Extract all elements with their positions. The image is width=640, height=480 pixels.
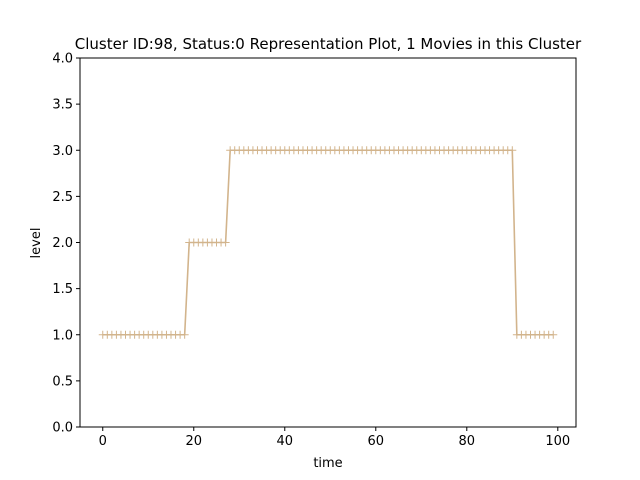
y-tick-label: 0.0	[52, 421, 73, 436]
y-tick-label: 1.0	[52, 328, 73, 343]
data-point-marker	[508, 146, 517, 155]
y-axis-label: level	[29, 228, 44, 259]
x-axis-label: time	[313, 456, 342, 471]
x-tick-label: 100	[545, 434, 570, 449]
x-tick-label: 60	[368, 434, 385, 449]
marks-layer	[98, 146, 558, 339]
ticks-layer: 0 20 40 60 80 100 0.0 0.5 1.0 1.5 2.0 2.5 3.0 3.5 4.0	[52, 52, 570, 450]
data-point-marker	[549, 330, 558, 339]
y-tick-label: 4.0	[52, 52, 73, 67]
y-tick-label: 3.5	[52, 98, 73, 113]
y-tick-label: 3.0	[52, 144, 73, 159]
y-tick-label: 0.5	[52, 374, 73, 389]
x-tick-label: 80	[459, 434, 476, 449]
x-tick-label: 40	[276, 434, 293, 449]
chart-title: Cluster ID:98, Status:0 Representation P…	[75, 35, 582, 53]
x-tick-label: 0	[99, 434, 107, 449]
y-tick-label: 1.5	[52, 282, 73, 297]
data-point-marker	[180, 330, 189, 339]
y-tick-label: 2.0	[52, 236, 73, 251]
y-tick-label: 2.5	[52, 190, 73, 205]
data-point-marker	[221, 238, 230, 247]
x-tick-label: 20	[185, 434, 202, 449]
